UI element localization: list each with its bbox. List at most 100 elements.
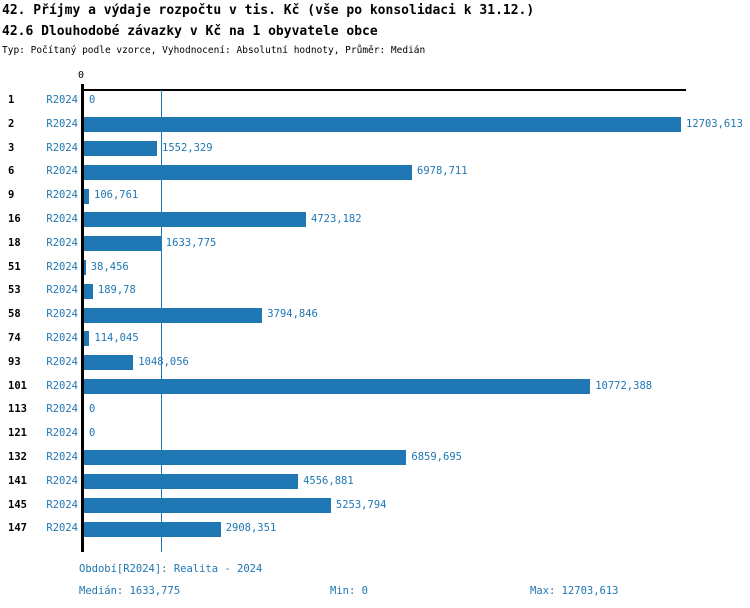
value-bar <box>84 497 331 513</box>
value-bar <box>84 140 157 156</box>
row-category-label: 132 <box>8 451 27 463</box>
row-category-label: 58 <box>8 308 21 321</box>
row-period-label: R2024 <box>46 284 78 297</box>
chart-row: 18 R2024 1633,775 <box>0 232 750 256</box>
value-bar <box>84 355 134 371</box>
row-category-label: 121 <box>8 427 27 440</box>
chart-row: 53 R2024 189,78 <box>0 279 750 303</box>
value-bar <box>84 331 90 347</box>
value-label: 3794,846 <box>267 308 318 321</box>
chart-subtitle: Typ: Počítaný podle vzorce, Vyhodnocení:… <box>2 45 426 56</box>
footer-max-label: Max: 12703,613 <box>530 585 619 597</box>
row-category-label: 18 <box>8 236 21 249</box>
chart-row: 74 R2024 114,045 <box>0 327 750 351</box>
value-label: 38,456 <box>90 260 129 273</box>
y-axis-line <box>81 84 84 552</box>
value-label: 114,045 <box>94 332 139 344</box>
value-label: 6859,695 <box>411 451 462 463</box>
chart-row: 147 R2024 2908,351 <box>0 517 750 541</box>
row-period-label: R2024 <box>46 141 78 154</box>
row-period-label: R2024 <box>46 474 78 487</box>
value-label: 0 <box>89 403 96 416</box>
row-period-label: R2024 <box>46 308 78 321</box>
value-bar <box>84 283 93 299</box>
value-label: 10772,388 <box>595 379 653 392</box>
row-period-label: R2024 <box>46 94 78 106</box>
value-label: 1552,329 <box>162 141 213 154</box>
chart-row: 121 R2024 0 <box>0 422 750 446</box>
row-period-label: R2024 <box>46 522 78 535</box>
row-category-label: 93 <box>8 355 21 368</box>
value-bar <box>84 307 263 323</box>
row-period-label: R2024 <box>46 427 78 440</box>
row-category-label: 145 <box>8 498 27 511</box>
row-period-label: R2024 <box>46 379 78 392</box>
row-period-label: R2024 <box>46 117 78 130</box>
row-period-label: R2024 <box>46 451 78 463</box>
row-category-label: 53 <box>8 284 21 297</box>
value-bar <box>84 188 89 204</box>
value-bar <box>84 117 681 133</box>
row-period-label: R2024 <box>46 332 78 344</box>
chart-row: 16 R2024 4723,182 <box>0 208 750 232</box>
footer-period-label: Období[R2024]: Realita - 2024 <box>79 563 263 575</box>
value-label: 2908,351 <box>225 522 277 535</box>
row-category-label: 101 <box>8 379 27 392</box>
value-bar <box>84 450 407 466</box>
row-period-label: R2024 <box>46 236 78 249</box>
row-period-label: R2024 <box>46 260 78 273</box>
chart-row: 145 R2024 5253,794 <box>0 494 750 518</box>
value-bar <box>84 212 306 228</box>
chart-row: 3 R2024 1552,329 <box>0 137 750 161</box>
x-axis-zero-tick-label: 0 <box>77 70 85 81</box>
row-category-label: 147 <box>8 522 27 535</box>
chart-row: 101 R2024 10772,388 <box>0 375 750 399</box>
row-category-label: 141 <box>8 474 27 487</box>
value-label: 6978,711 <box>417 165 468 178</box>
row-category-label: 6 <box>8 165 15 178</box>
chart-row: 9 R2024 106,761 <box>0 184 750 208</box>
value-bar <box>84 378 591 394</box>
row-category-label: 1 <box>8 94 15 106</box>
row-category-label: 2 <box>8 117 15 130</box>
value-bar <box>84 164 412 180</box>
chart-row: 6 R2024 6978,711 <box>0 160 750 184</box>
value-label: 0 <box>89 427 96 440</box>
row-period-label: R2024 <box>46 355 78 368</box>
value-bar <box>84 521 221 537</box>
row-period-label: R2024 <box>46 189 78 202</box>
row-period-label: R2024 <box>46 165 78 178</box>
page-title-line1: 42. Příjmy a výdaje rozpočtu v tis. Kč (… <box>2 3 535 18</box>
row-category-label: 51 <box>8 260 21 273</box>
x-axis-line <box>81 89 686 91</box>
chart-row: 141 R2024 4556,881 <box>0 470 750 494</box>
value-label: 1633,775 <box>165 236 217 249</box>
row-category-label: 9 <box>8 189 15 202</box>
value-bar <box>84 474 299 490</box>
value-label: 4556,881 <box>303 474 354 487</box>
row-category-label: 74 <box>8 332 21 344</box>
row-period-label: R2024 <box>46 498 78 511</box>
page-title-line2: 42.6 Dlouhodobé závazky v Kč na 1 obyvat… <box>2 24 378 39</box>
value-label: 106,761 <box>94 189 139 202</box>
value-label: 5253,794 <box>335 498 387 511</box>
row-period-label: R2024 <box>46 213 78 225</box>
chart-row: 58 R2024 3794,846 <box>0 303 750 327</box>
value-label: 12703,613 <box>686 117 743 130</box>
chart-row: 2 R2024 12703,613 <box>0 113 750 137</box>
row-category-label: 3 <box>8 141 15 154</box>
value-label: 1048,056 <box>138 355 189 368</box>
chart-row: 93 R2024 1048,056 <box>0 351 750 375</box>
value-label: 0 <box>89 94 96 106</box>
value-label: 189,78 <box>97 284 136 297</box>
chart-row: 51 R2024 38,456 <box>0 256 750 280</box>
value-bar <box>84 236 161 252</box>
value-bar <box>84 259 86 275</box>
chart-row: 132 R2024 6859,695 <box>0 446 750 470</box>
chart-rows: 1 R2024 0 2 R2024 12703,613 3 R2024 1552,329 6 R20… <box>0 89 750 552</box>
chart-row: 113 R2024 0 <box>0 398 750 422</box>
footer-min-label: Min: 0 <box>330 585 368 597</box>
chart-row: 1 R2024 0 <box>0 89 750 113</box>
row-category-label: 113 <box>8 403 27 416</box>
